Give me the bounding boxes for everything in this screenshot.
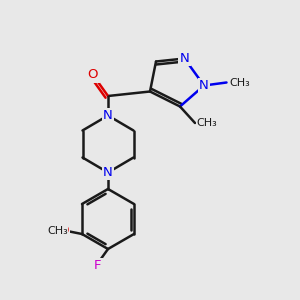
- Text: N: N: [103, 166, 113, 179]
- Text: CH₃: CH₃: [229, 77, 250, 88]
- Text: N: N: [180, 52, 189, 65]
- Text: O: O: [58, 224, 69, 238]
- Text: N: N: [199, 79, 209, 92]
- Text: O: O: [88, 68, 98, 82]
- Text: F: F: [94, 259, 101, 272]
- Text: CH₃: CH₃: [47, 226, 68, 236]
- Text: N: N: [103, 109, 113, 122]
- Text: CH₃: CH₃: [196, 118, 217, 128]
